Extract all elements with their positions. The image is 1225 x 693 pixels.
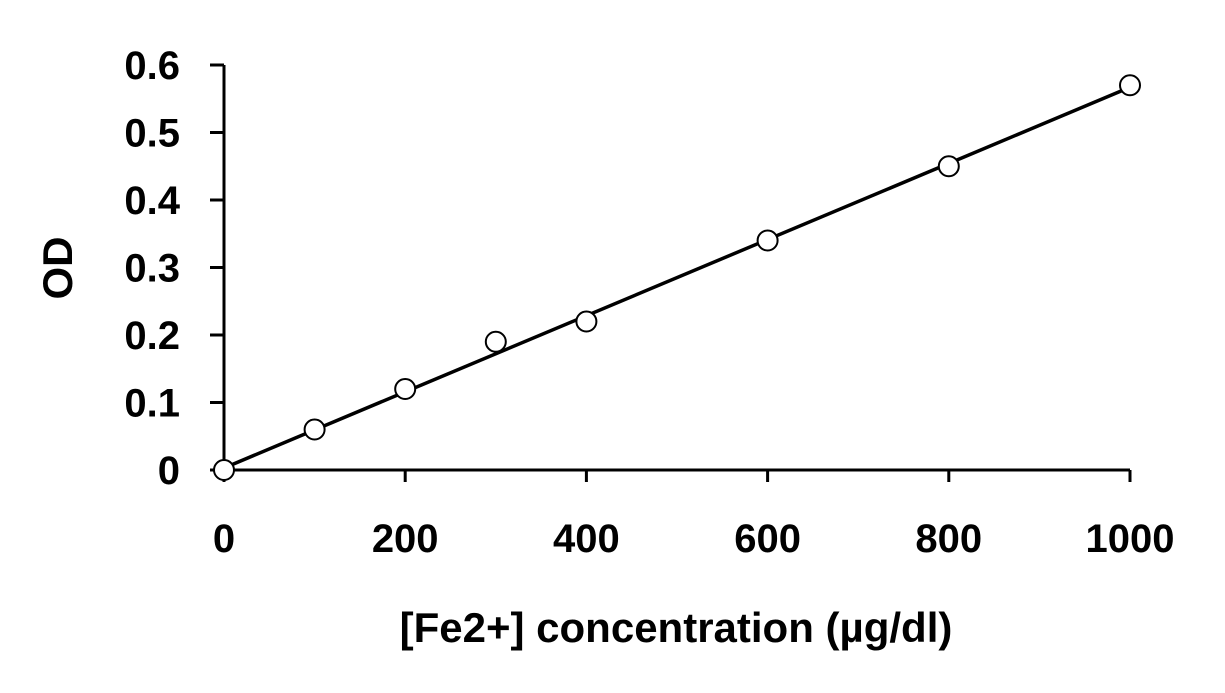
x-tick-label: 400 [553,517,620,561]
y-tick-label: 0 [158,449,180,493]
data-point [303,418,326,441]
y-tick-label: 0.1 [124,382,180,426]
y-tick-label: 0.4 [124,179,180,223]
x-tick-label: 0 [213,517,235,561]
x-tick-label: 600 [734,517,801,561]
y-tick-label: 0.5 [124,112,180,156]
y-tick-label: 0.2 [124,314,180,358]
data-point [484,330,507,353]
trendline-group [223,85,1131,470]
data-point [1119,74,1141,97]
plot-area: 0 0.1 0.2 0.3 0.4 0.5 0.6 0 200 400 600 800 1000 [124,44,1174,561]
y-ticks: 0 0.1 0.2 0.3 0.4 0.5 0.6 [124,44,224,493]
x-tick-label: 800 [915,517,982,561]
data-point [575,310,598,333]
data-point [394,378,417,400]
trend-line [223,85,1131,470]
y-tick-label: 0.3 [124,247,180,291]
data-point [937,155,960,178]
x-tick-label: 200 [372,517,439,561]
x-tick-label: 1000 [1086,517,1175,561]
x-ticks: 0 200 400 600 800 1000 [213,470,1175,561]
data-point [213,459,235,481]
y-axis-title: OD [34,237,81,300]
data-points [213,74,1141,481]
x-axis-title: [Fe2+] concentration (µg/dl) [400,604,953,651]
data-point [756,229,779,252]
y-tick-label: 0.6 [124,44,180,88]
